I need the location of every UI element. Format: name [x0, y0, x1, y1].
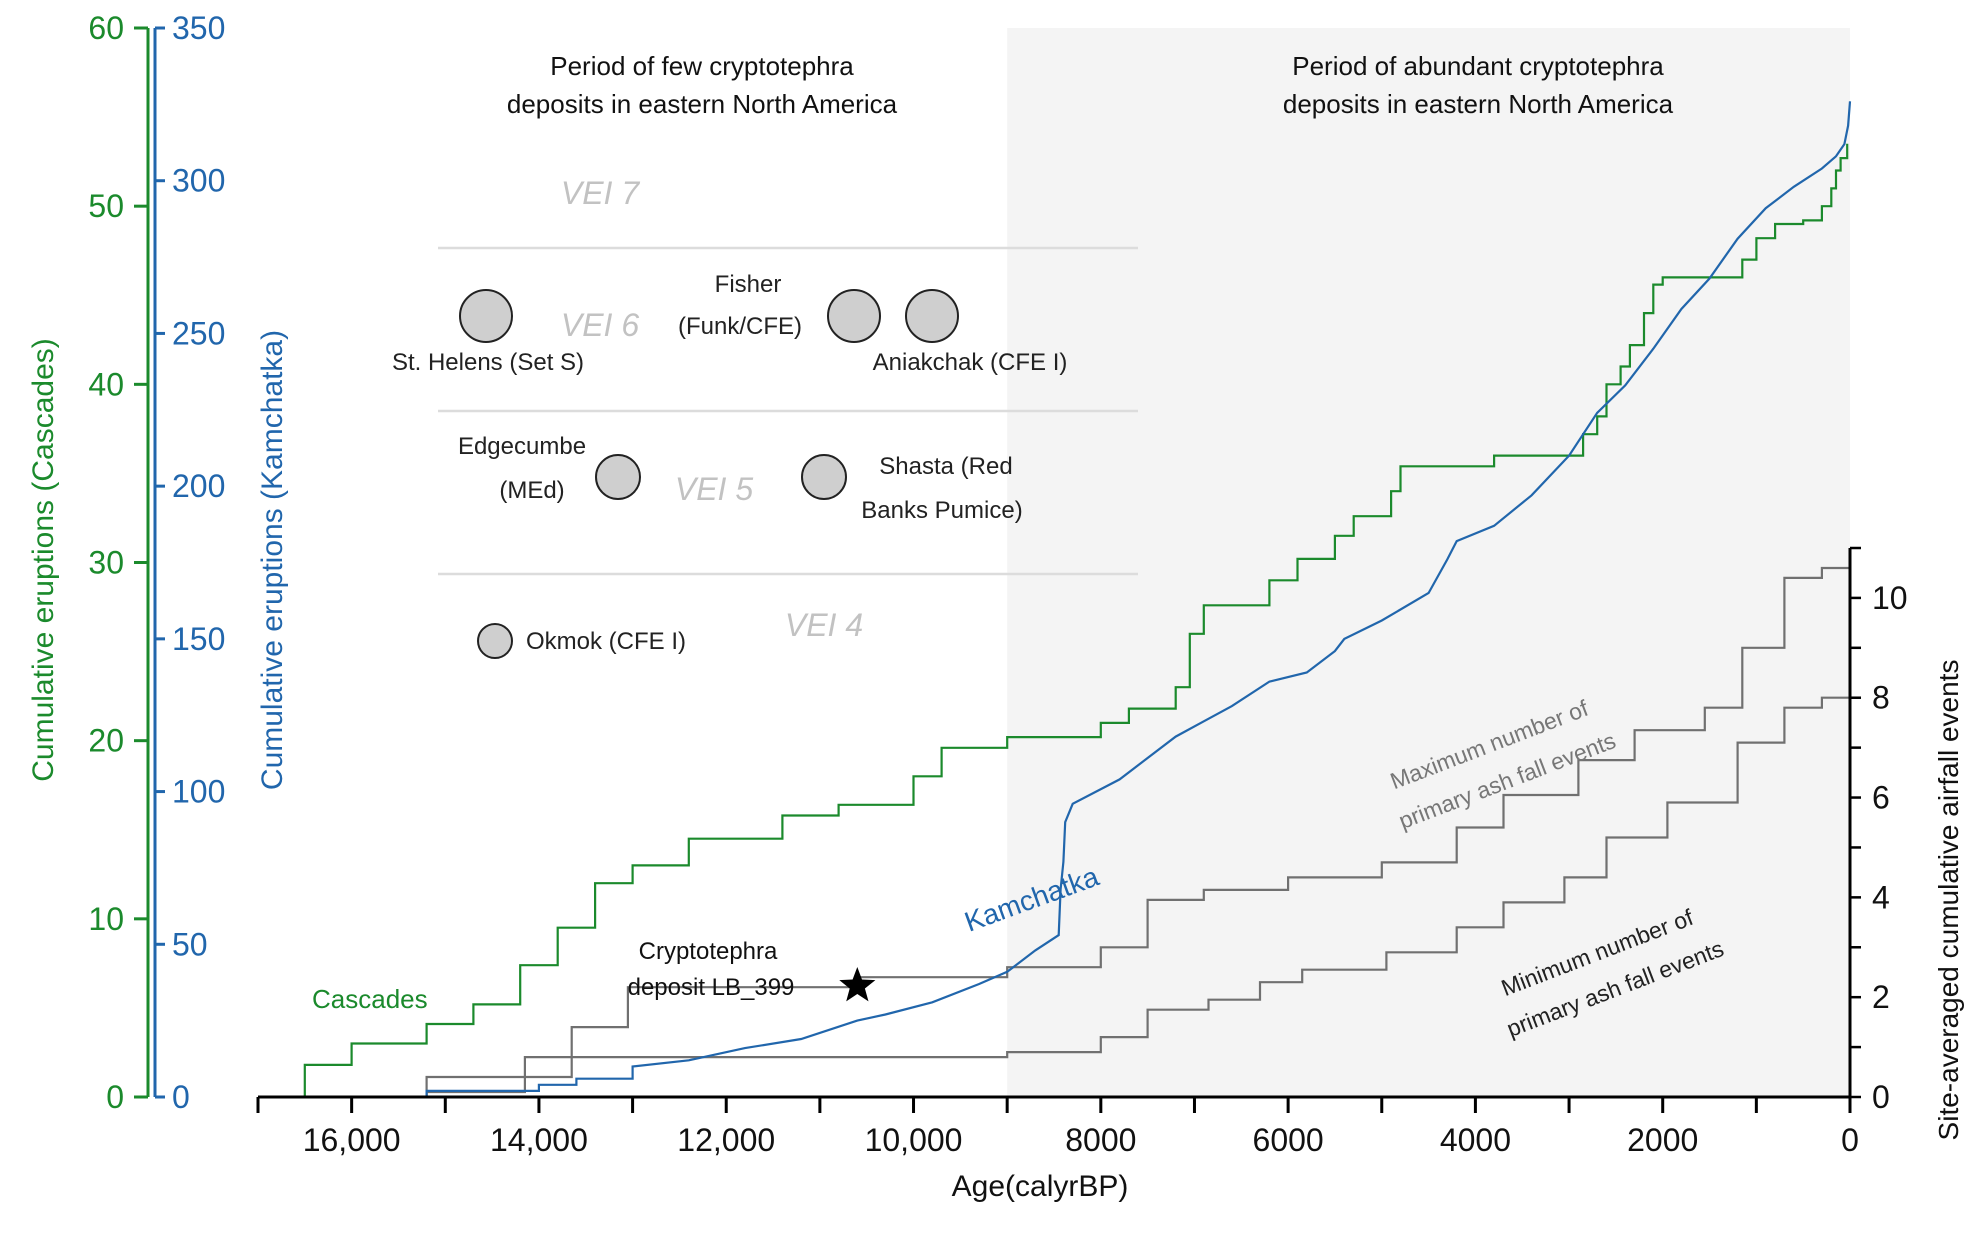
- vei-7-label: VEI 7: [561, 175, 640, 211]
- kamchatka-tick-label-200: 200: [172, 468, 225, 504]
- cascades-series-label: Cascades: [312, 984, 428, 1014]
- kamchatka-tick-label-0: 0: [172, 1079, 190, 1115]
- eruption-marker-shasta: [801, 454, 847, 500]
- series-line-maximum-number-of-primary-ash-fall-events: [258, 566, 1850, 1099]
- eruption-label-fisher-line2: (Funk/CFE): [678, 313, 802, 340]
- abundant-period-shading: [1007, 28, 1850, 1097]
- airfall-tick-label-4: 4: [1872, 879, 1890, 915]
- eruption-label-edgecumbe-line1: Edgecumbe: [458, 433, 586, 460]
- x-tick-label-2000: 2000: [1627, 1122, 1698, 1158]
- x-tick-label-8000: 8000: [1065, 1122, 1136, 1158]
- eruption-label-edgecumbe-line2: (MEd): [499, 477, 564, 504]
- airfall-tick-label-10: 10: [1872, 580, 1908, 616]
- period-abundant-line1: Period of abundant cryptotephra: [1292, 51, 1664, 81]
- x-tick-label-12000: 12,000: [677, 1122, 775, 1158]
- eruption-marker-aniakchak: [905, 289, 959, 343]
- eruption-label-shasta-line1: Shasta (Red: [879, 453, 1012, 480]
- airfall-axis-title: Site-averaged cumulative airfall events: [1933, 660, 1964, 1141]
- airfall-tick-label-0: 0: [1872, 1079, 1890, 1115]
- eruption-marker-edgecumbe: [595, 454, 641, 500]
- airfall-tick-label-2: 2: [1872, 979, 1890, 1015]
- eruption-label-shasta-line2: Banks Pumice): [861, 497, 1022, 524]
- kamchatka-tick-label-350: 350: [172, 10, 225, 46]
- star-label-line1: Cryptotephra: [639, 938, 778, 965]
- kamchatka-tick-label-100: 100: [172, 774, 225, 810]
- period-few-line2: deposits in eastern North America: [507, 89, 898, 119]
- x-tick-label-16000: 16,000: [303, 1122, 401, 1158]
- series-line-cascades: [258, 143, 1849, 1099]
- vei-5-label: VEI 5: [675, 471, 753, 507]
- airfall-tick-label-6: 6: [1872, 780, 1890, 816]
- period-few-line1: Period of few cryptotephra: [550, 51, 854, 81]
- cascades-tick-label-20: 20: [88, 723, 124, 759]
- kamchatka-axis-title: Cumulative eruptions (Kamchatka): [256, 330, 289, 790]
- x-axis-title: Age(calyrBP): [952, 1170, 1129, 1203]
- cascades-tick-label-10: 10: [88, 901, 124, 937]
- eruption-marker-okmok: [477, 623, 513, 659]
- eruption-marker-st-helens: [459, 289, 513, 343]
- eruption-label-aniakchak: Aniakchak (CFE I): [873, 349, 1068, 376]
- x-tick-label-4000: 4000: [1440, 1122, 1511, 1158]
- cascades-tick-label-30: 30: [88, 545, 124, 581]
- cascades-tick-label-50: 50: [88, 188, 124, 224]
- eruption-label-st-helens: St. Helens (Set S): [392, 349, 584, 376]
- eruption-label-okmok: Okmok (CFE I): [526, 628, 686, 655]
- cascades-tick-label-60: 60: [88, 10, 124, 46]
- cascades-tick-label-0: 0: [106, 1079, 124, 1115]
- x-tick-label-6000: 6000: [1253, 1122, 1324, 1158]
- vei-4-label: VEI 4: [785, 607, 863, 643]
- kamchatka-tick-label-150: 150: [172, 621, 225, 657]
- kamchatka-tick-label-50: 50: [172, 926, 208, 962]
- axes: 0102030405060050100150200250300350024681…: [88, 10, 1907, 1158]
- x-tick-label-14000: 14,000: [490, 1122, 588, 1158]
- period-abundant-line2: deposits in eastern North America: [1283, 89, 1674, 119]
- kamchatka-tick-label-300: 300: [172, 163, 225, 199]
- kamchatka-tick-label-250: 250: [172, 315, 225, 351]
- series-line-minimum-number-of-primary-ash-fall-events: [258, 696, 1850, 1099]
- cascades-axis-title: Cumulative eruptions (Cascades): [27, 338, 60, 782]
- cryptotephra-star-marker: [839, 967, 876, 1002]
- series-line-kamchatka: [258, 101, 1852, 1099]
- cascades-tick-label-40: 40: [88, 366, 124, 402]
- vei-6-label: VEI 6: [561, 307, 639, 343]
- eruption-marker-fisher: [827, 289, 881, 343]
- x-tick-label-0: 0: [1841, 1122, 1859, 1158]
- vei-divider-lines: [438, 246, 1138, 576]
- star-label-line2: deposit LB_399: [628, 974, 795, 1001]
- airfall-tick-label-8: 8: [1872, 680, 1890, 716]
- eruption-label-fisher-line1: Fisher: [715, 271, 782, 298]
- series-lines: [258, 101, 1852, 1099]
- x-tick-label-10000: 10,000: [865, 1122, 963, 1158]
